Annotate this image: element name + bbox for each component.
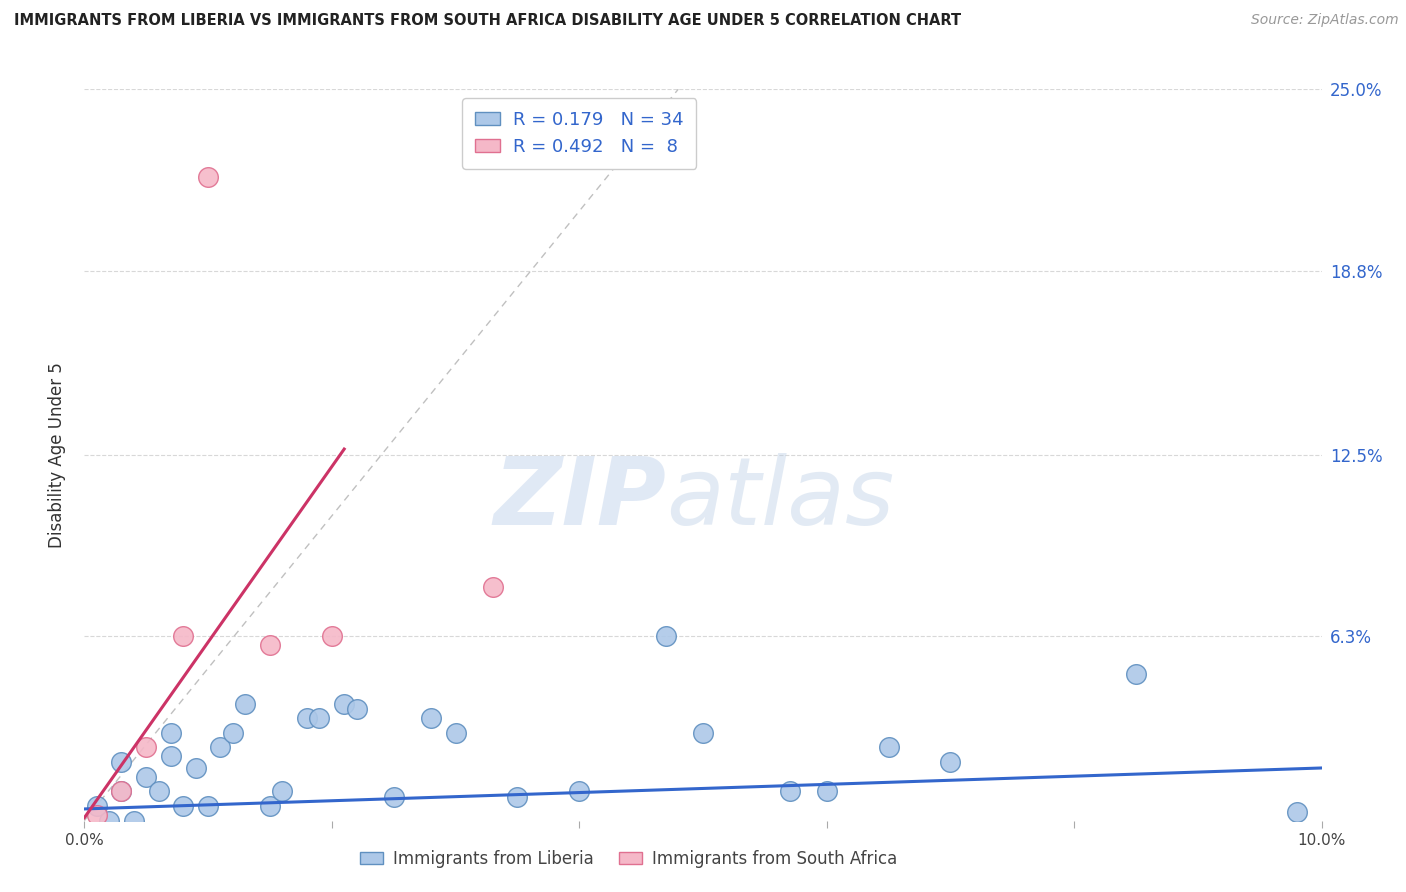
Point — [135, 770, 157, 784]
Point — [110, 784, 132, 798]
Point — [419, 711, 441, 725]
Point — [110, 755, 132, 769]
Point — [197, 169, 219, 184]
Point — [160, 726, 183, 740]
Point — [172, 799, 194, 814]
Point — [815, 784, 838, 798]
Point — [86, 799, 108, 814]
Point — [481, 580, 503, 594]
Point — [259, 638, 281, 652]
Point — [568, 784, 591, 798]
Point — [382, 790, 405, 805]
Point — [506, 790, 529, 805]
Y-axis label: Disability Age Under 5: Disability Age Under 5 — [48, 362, 66, 548]
Point — [877, 740, 900, 755]
Point — [295, 711, 318, 725]
Point — [222, 726, 245, 740]
Point — [271, 784, 294, 798]
Point — [197, 799, 219, 814]
Text: ZIP: ZIP — [494, 453, 666, 545]
Point — [939, 755, 962, 769]
Point — [259, 799, 281, 814]
Point — [233, 697, 256, 711]
Point — [1285, 805, 1308, 819]
Point — [98, 814, 121, 828]
Point — [184, 761, 207, 775]
Point — [779, 784, 801, 798]
Point — [1125, 667, 1147, 681]
Point — [321, 629, 343, 643]
Point — [160, 749, 183, 764]
Point — [148, 784, 170, 798]
Point — [122, 814, 145, 828]
Point — [172, 629, 194, 643]
Point — [86, 807, 108, 822]
Point — [135, 740, 157, 755]
Point — [333, 697, 356, 711]
Point — [110, 784, 132, 798]
Text: IMMIGRANTS FROM LIBERIA VS IMMIGRANTS FROM SOUTH AFRICA DISABILITY AGE UNDER 5 C: IMMIGRANTS FROM LIBERIA VS IMMIGRANTS FR… — [14, 13, 962, 29]
Point — [346, 702, 368, 716]
Point — [209, 740, 232, 755]
Point — [444, 726, 467, 740]
Text: Source: ZipAtlas.com: Source: ZipAtlas.com — [1251, 13, 1399, 28]
Legend: Immigrants from Liberia, Immigrants from South Africa: Immigrants from Liberia, Immigrants from… — [353, 843, 904, 874]
Point — [655, 629, 678, 643]
Point — [308, 711, 330, 725]
Text: atlas: atlas — [666, 453, 894, 544]
Point — [692, 726, 714, 740]
